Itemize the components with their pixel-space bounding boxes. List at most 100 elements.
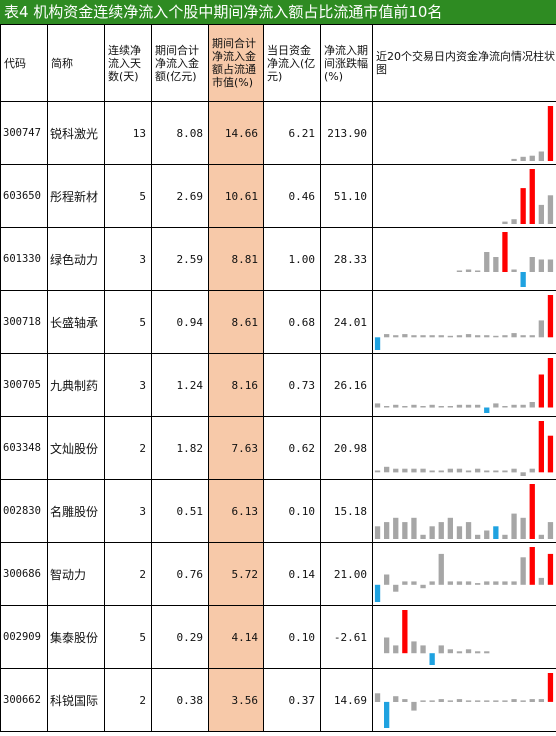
flow-bar [465, 470, 472, 472]
flow-bar [411, 334, 417, 337]
flow-bar [374, 402, 381, 407]
flow-bar [475, 334, 481, 337]
flow-bar [465, 404, 472, 408]
flow-bar [484, 699, 490, 702]
flow-bar [484, 470, 490, 472]
flow-bar [402, 580, 408, 585]
flow-bar-chart [372, 668, 556, 732]
flow-bar-chart [372, 290, 556, 354]
flow-bar [520, 404, 526, 408]
flow-bar [429, 404, 435, 408]
flow-bar [547, 521, 554, 539]
table-row: 603650 彤程新材 5 2.69 10.61 0.46 51.10 [0, 164, 556, 228]
stock-name: 锐科激光 [47, 101, 105, 165]
flow-bar [456, 270, 463, 272]
flow-bar [520, 156, 526, 161]
flow-bar [502, 534, 508, 539]
price-change: 213.90 [320, 101, 373, 165]
inflow-ratio: 5.72 [208, 542, 264, 606]
header-code: 代码 [0, 24, 48, 102]
flow-bar [538, 577, 544, 585]
flow-bar [511, 698, 517, 702]
price-change: 15.18 [320, 479, 373, 543]
flow-bar [529, 483, 535, 539]
flow-bar [456, 404, 463, 408]
flow-bar [511, 218, 517, 224]
flow-bar-chart-svg [456, 231, 554, 287]
flow-bar [447, 517, 453, 539]
price-change: 21.00 [320, 542, 373, 606]
inflow-ratio: 4.14 [208, 605, 264, 669]
flow-bar [393, 695, 399, 702]
flow-bar [529, 401, 535, 407]
flow-bar [429, 652, 435, 665]
flow-bar [402, 609, 408, 653]
inflow-days: 2 [104, 668, 152, 732]
inflow-amount: 0.38 [151, 668, 209, 732]
table-row: 002830 名雕股份 3 0.51 6.13 0.10 15.18 [0, 479, 556, 543]
flow-bar [411, 640, 417, 653]
flow-bar-chart-svg [374, 483, 554, 539]
flow-bar [393, 334, 399, 337]
table-row: 300686 智动力 2 0.76 5.72 0.14 21.00 [0, 542, 556, 606]
flow-bar-chart-svg [374, 420, 554, 476]
flow-bar [493, 402, 499, 407]
inflow-days: 3 [104, 479, 152, 543]
flow-bar [402, 468, 408, 472]
flow-bar [456, 468, 463, 472]
flow-bar [438, 698, 444, 702]
flow-bar [493, 256, 499, 272]
flow-bar [475, 534, 481, 539]
price-change: 24.01 [320, 290, 373, 354]
header-amount: 期间合计净流入金额(亿元) [151, 24, 209, 102]
inflow-amount: 2.59 [151, 227, 209, 291]
flow-bar [456, 698, 463, 702]
flow-bar [538, 420, 544, 472]
flow-bar [438, 405, 444, 407]
table-row: 300662 科锐国际 2 0.38 3.56 0.37 14.69 [0, 668, 556, 732]
flow-bar [438, 553, 444, 585]
flow-bar [429, 580, 435, 585]
flow-bar [429, 525, 435, 539]
flow-bar [420, 699, 426, 702]
flow-bar [511, 158, 517, 161]
stock-name: 智动力 [47, 542, 105, 606]
header-ratio: 期间合计净流入金额占流通市值(%) [208, 24, 264, 102]
stock-name: 绿色动力 [47, 227, 105, 291]
flow-bar [511, 513, 517, 539]
flow-bar [484, 580, 490, 585]
flow-bar [465, 580, 472, 585]
flow-bar-chart-svg [502, 168, 554, 224]
flow-bar [493, 525, 499, 539]
flow-bar [411, 580, 417, 585]
inflow-ratio: 8.81 [208, 227, 264, 291]
flow-bar-chart-svg [511, 105, 554, 161]
flow-bar [493, 580, 499, 585]
flow-bar [511, 468, 517, 472]
flow-bar [393, 517, 399, 539]
inflow-amount: 1.24 [151, 353, 209, 417]
flow-bar [374, 470, 381, 472]
today-inflow: 1.00 [263, 227, 321, 291]
stock-code: 603650 [0, 164, 48, 228]
flow-bar [447, 335, 453, 337]
flow-bar [465, 333, 472, 337]
flow-bar [475, 404, 481, 408]
flow-bar [393, 404, 399, 408]
today-inflow: 0.10 [263, 605, 321, 669]
stock-name: 九典制药 [47, 353, 105, 417]
flow-bar [384, 405, 390, 407]
flow-bar-chart [372, 416, 556, 480]
flow-bar [465, 521, 472, 539]
flow-bar [393, 468, 399, 472]
flow-bar [502, 699, 508, 702]
today-inflow: 0.46 [263, 164, 321, 228]
flow-bar-chart [372, 479, 556, 543]
flow-bar [456, 334, 463, 337]
flow-bar [538, 319, 544, 337]
inflow-days: 5 [104, 605, 152, 669]
price-change: 14.69 [320, 668, 373, 732]
inflow-ratio: 14.66 [208, 101, 264, 165]
flow-bar [484, 650, 490, 653]
today-inflow: 6.21 [263, 101, 321, 165]
